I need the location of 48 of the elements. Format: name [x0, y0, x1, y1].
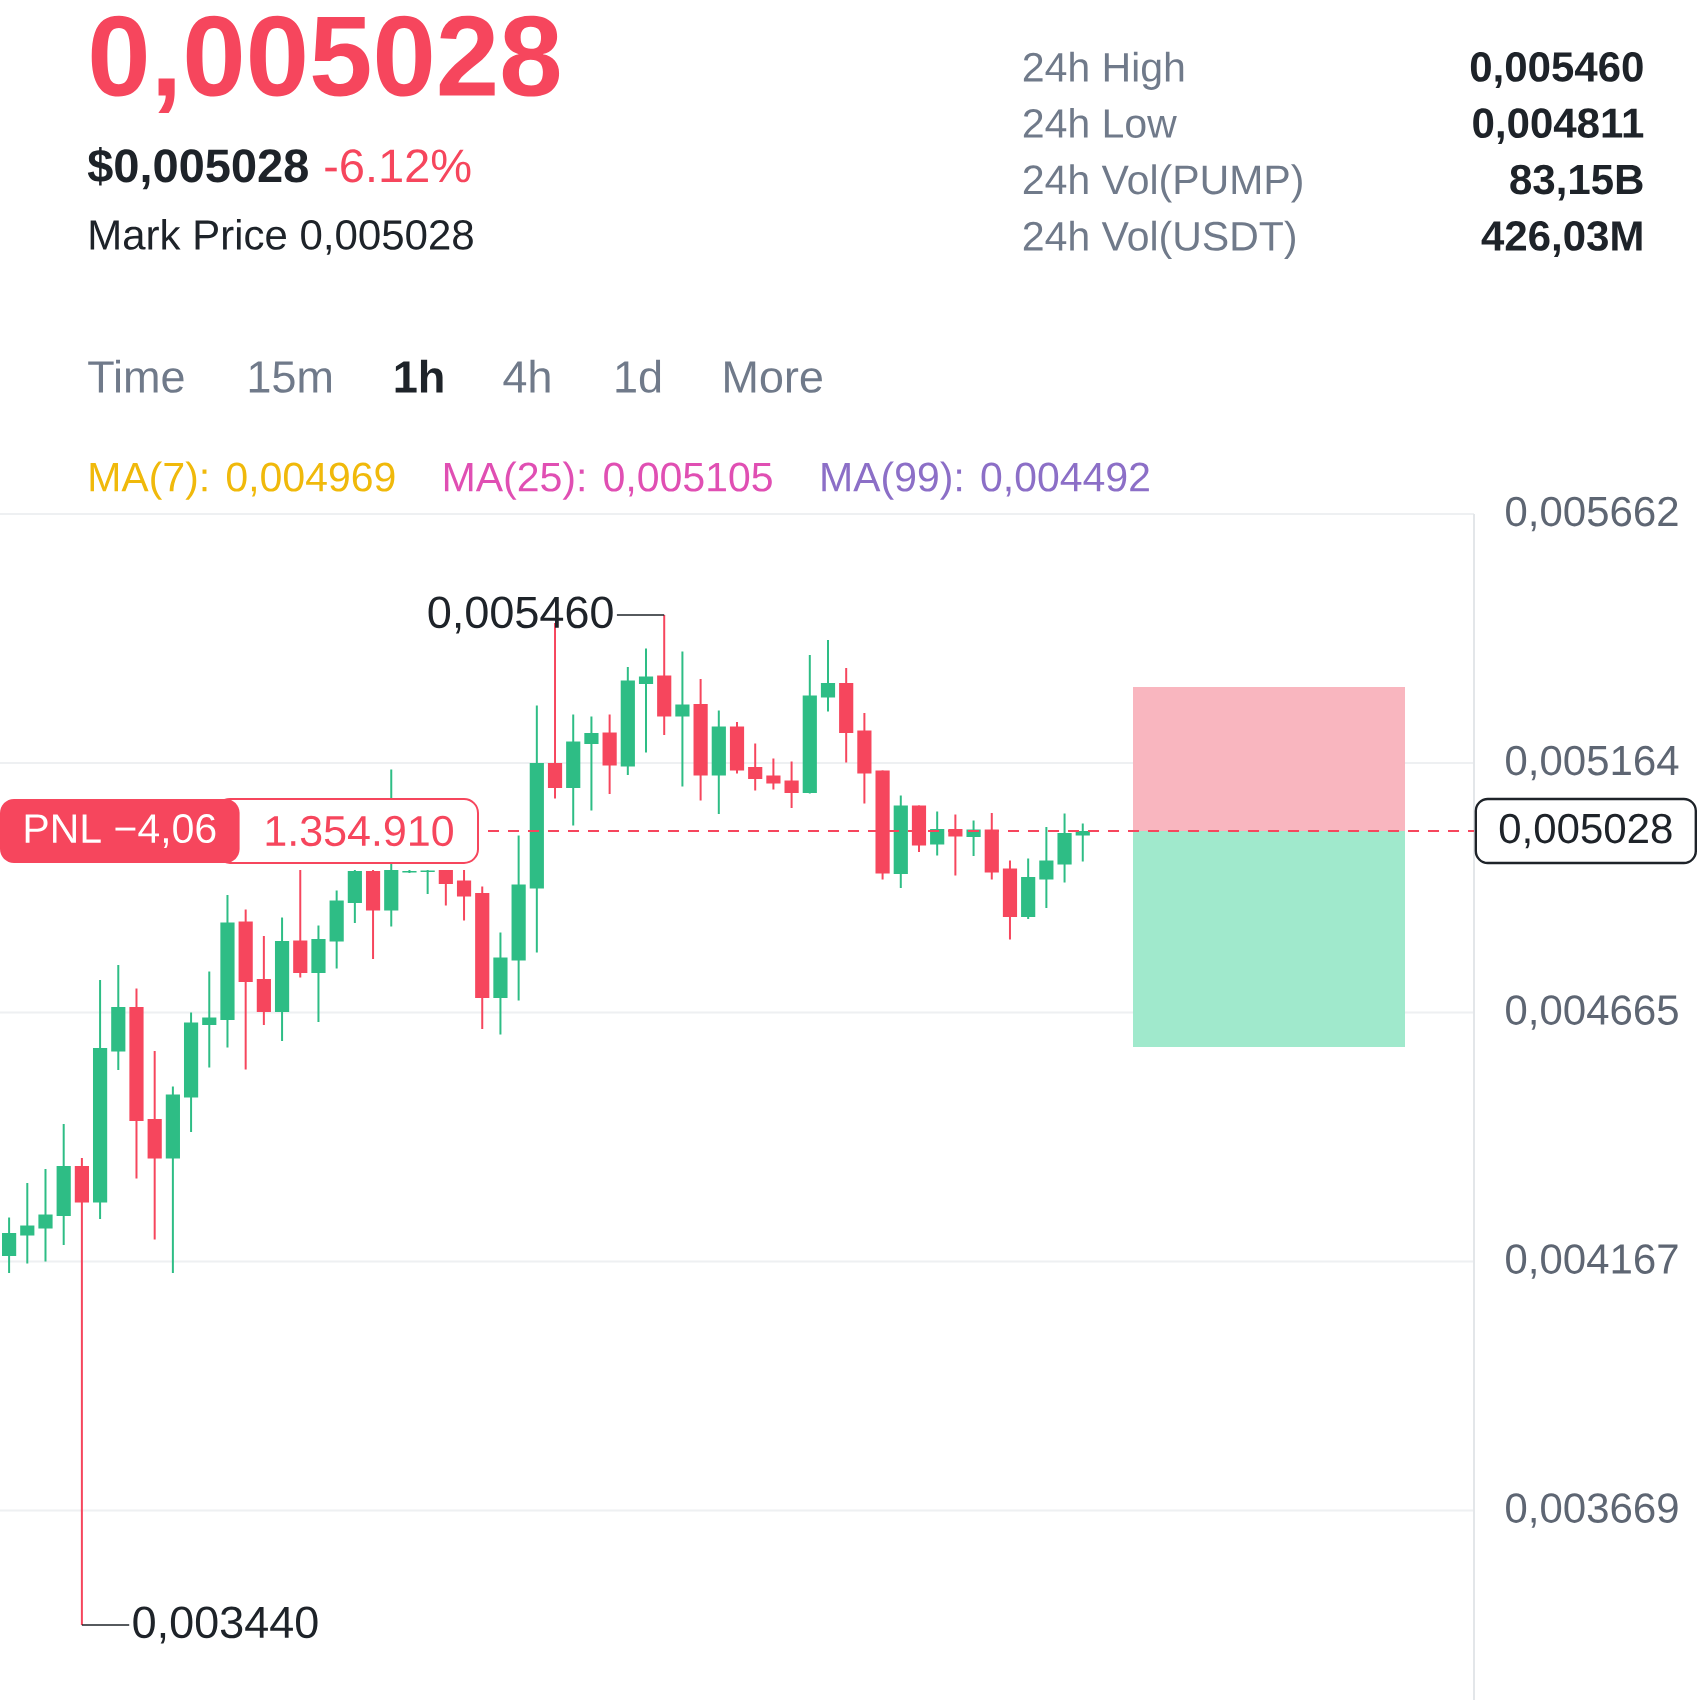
text: 1h: [395, 359, 443, 393]
candlestick: [584, 715, 599, 812]
candlestick: [38, 1168, 53, 1263]
text: 1d: [616, 359, 661, 393]
text: 0,004811: [1473, 108, 1644, 145]
text: $0,005028: [87, 147, 308, 190]
y-tick-label: 0,003669: [1506, 1493, 1678, 1528]
candlestick: [438, 869, 453, 907]
candlestick: [2, 1216, 17, 1275]
candlestick: [20, 1182, 35, 1265]
candlestick: [1075, 822, 1090, 863]
text: 24h Low: [1023, 107, 1177, 138]
text: More: [725, 361, 822, 393]
candlestick: [784, 760, 799, 810]
candlestick: [748, 742, 763, 792]
y-tick-label: 0,004167: [1506, 1244, 1678, 1279]
y-tick-label: 0,005662: [1506, 496, 1678, 532]
candlestick: [202, 970, 217, 1069]
candlestick: [675, 650, 690, 788]
text: 24h Vol(USDT): [1023, 220, 1295, 259]
y-tick-label: 0,005164: [1506, 745, 1679, 781]
text: Time: [88, 359, 184, 393]
candlestick: [456, 869, 472, 922]
y-tick-label: 0,004665: [1506, 995, 1678, 1030]
candlestick: [930, 810, 945, 857]
candlestick: [74, 1157, 89, 1627]
text: -6.12%: [325, 149, 471, 183]
text: 83,15B: [1510, 164, 1643, 201]
text: 0,005460: [1470, 52, 1643, 88]
annotation: 1.354.910: [266, 815, 453, 847]
text: 24h High: [1023, 51, 1184, 90]
text: 4h: [503, 359, 550, 393]
candlestick: [766, 757, 781, 791]
annotation: PNL −4,06: [25, 814, 216, 848]
text: 15m: [249, 361, 331, 393]
text: MA(25): 0,005105: [444, 461, 772, 500]
text: 426,03M: [1481, 221, 1642, 257]
candlestick: [1039, 826, 1054, 910]
annotation: 0,003440: [133, 1606, 318, 1644]
text: Mark Price 0,005028: [90, 218, 473, 255]
text: MA(7): 0,004969: [90, 461, 395, 500]
candlestick: [820, 639, 836, 713]
candlestick: [638, 647, 654, 754]
text: 24h Vol(PUMP): [1023, 164, 1302, 203]
ref-line-label: 0,005028: [1499, 813, 1672, 849]
chart-title: 0,005028: [91, 15, 560, 114]
annotation: 0,005460: [428, 596, 613, 634]
text: MA(99): 0,004492: [822, 461, 1149, 500]
